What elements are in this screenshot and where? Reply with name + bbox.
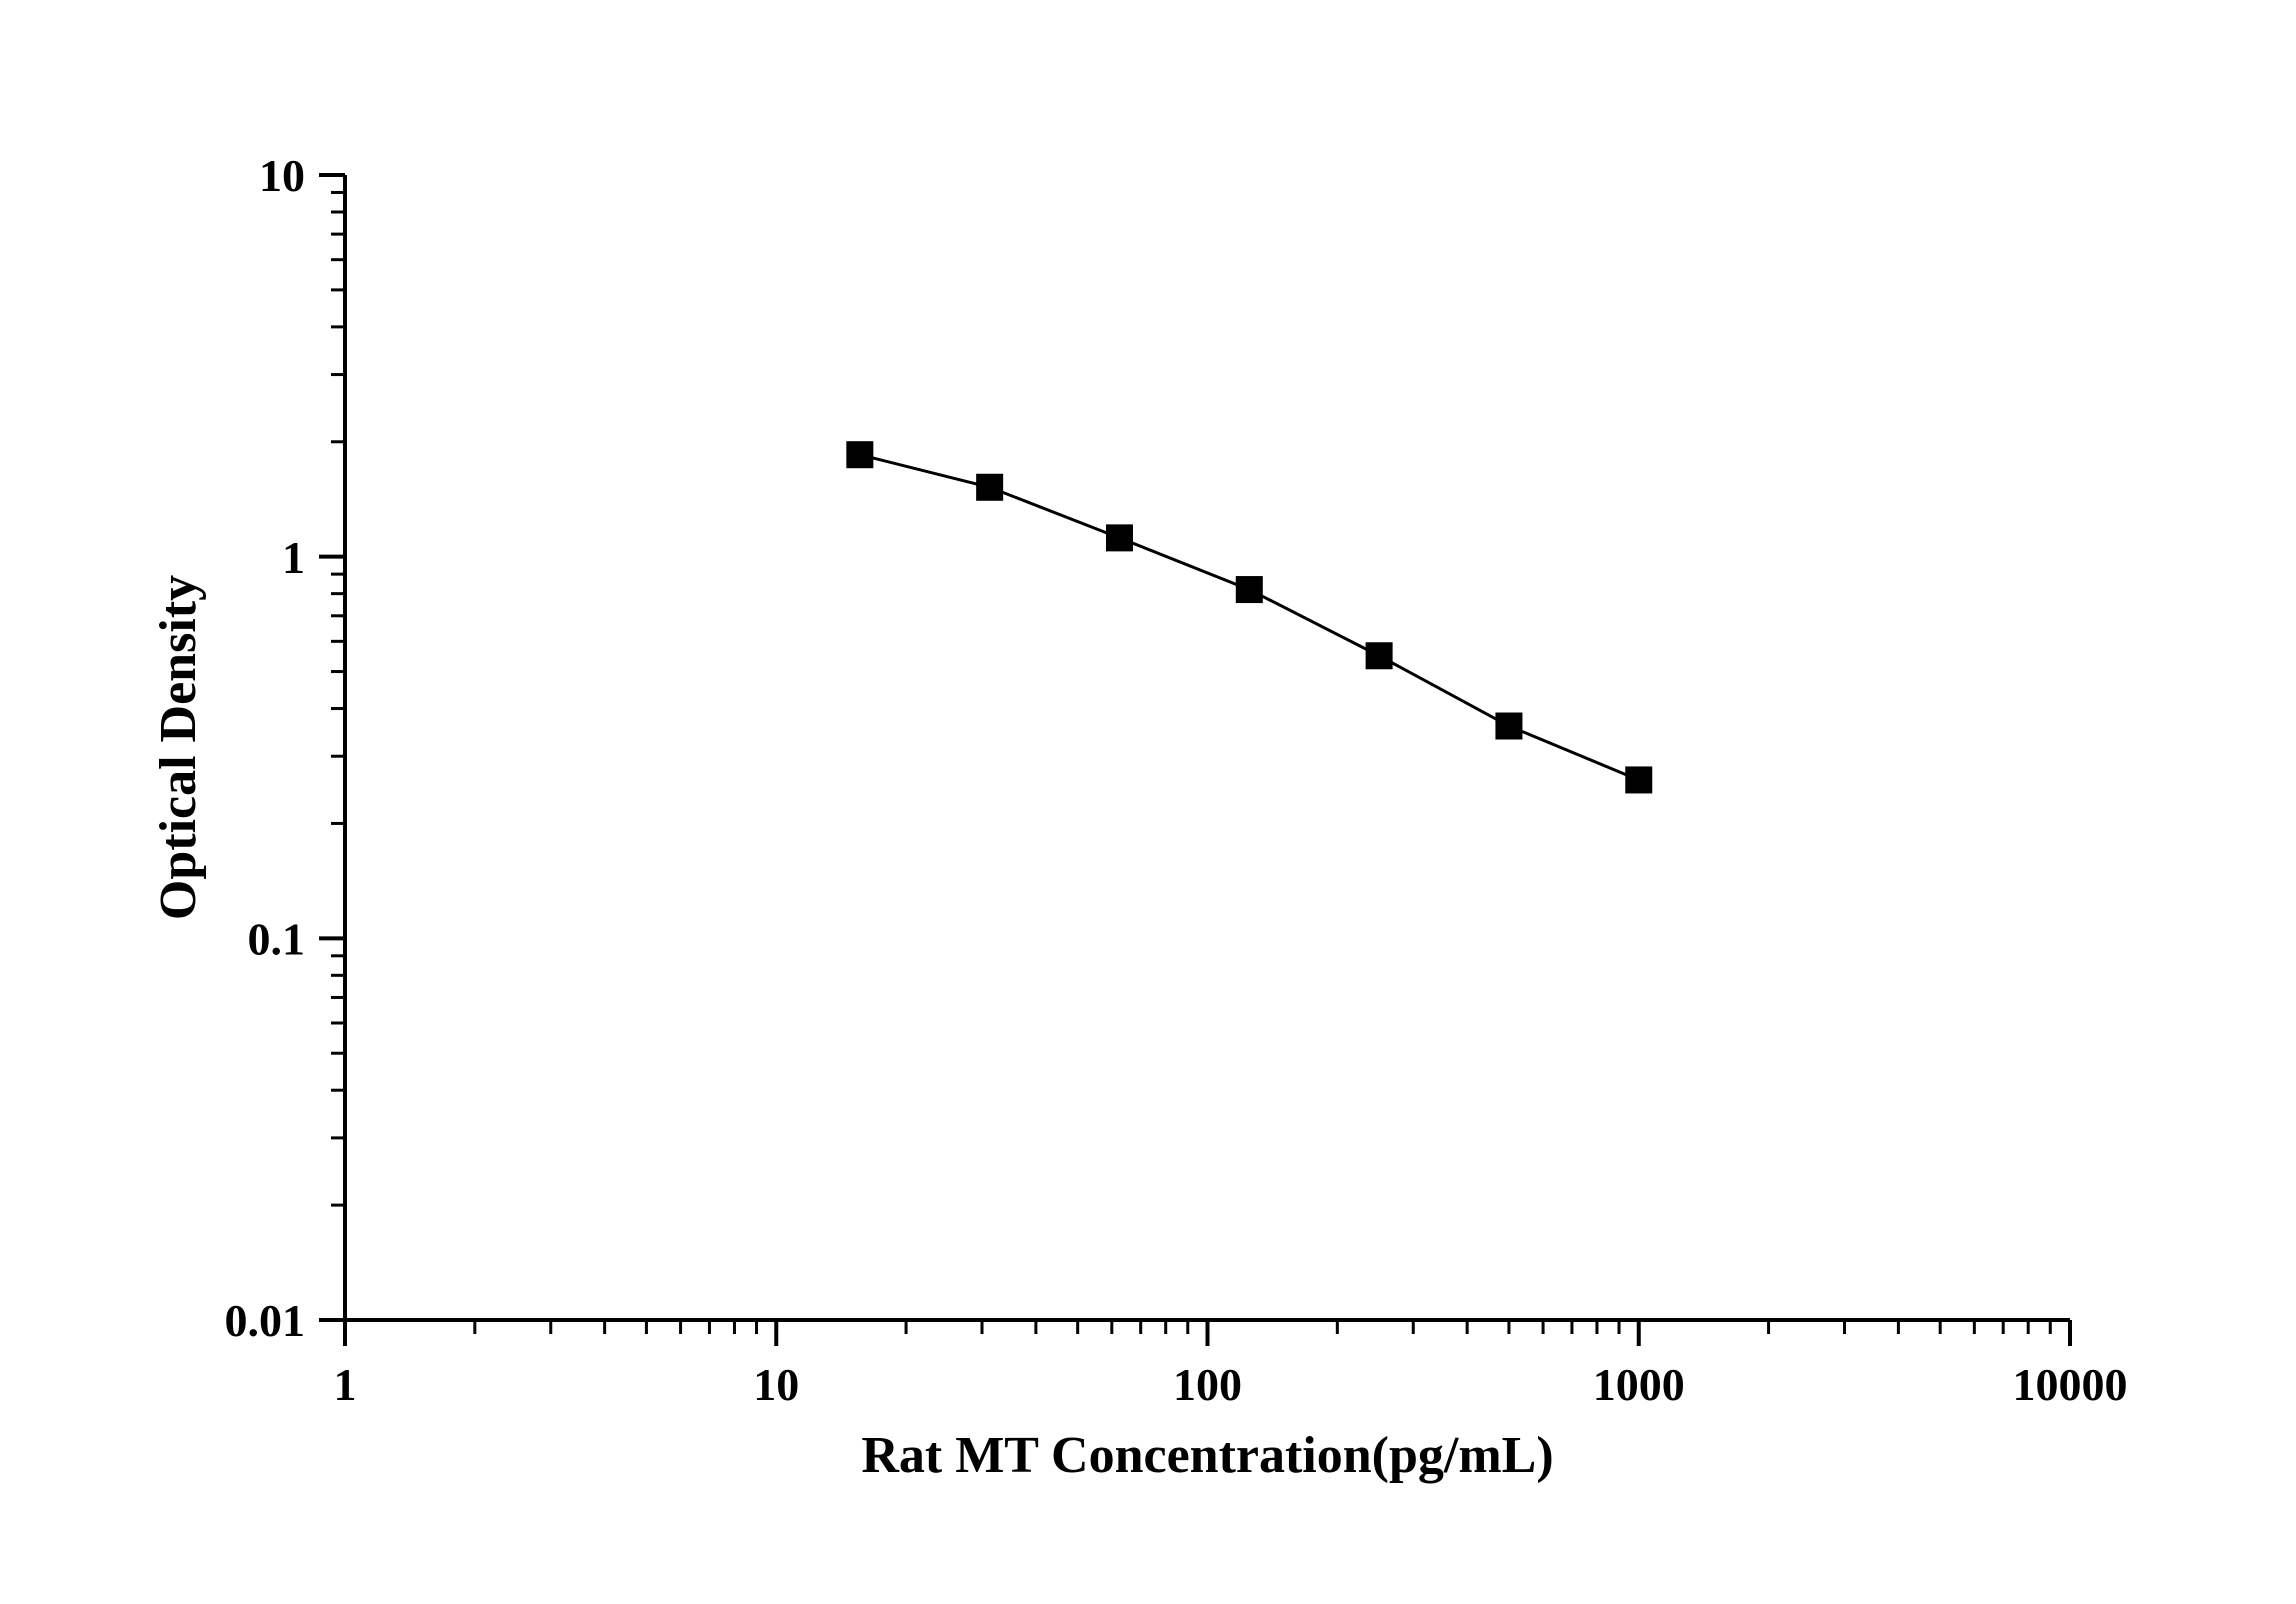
chart-svg: 1 10 100 1000 10000 0.01 0.1 1 10 Rat MT Concentr… (0, 0, 2296, 1604)
data-point-marker (977, 474, 1003, 500)
y-tick-label: 0.01 (225, 1295, 306, 1346)
chart-container: 1 10 100 1000 10000 0.01 0.1 1 10 Rat MT Concentr… (0, 0, 2296, 1604)
x-tick-label: 100 (1173, 1359, 1242, 1410)
x-axis-label: Rat MT Concentration(pg/mL) (861, 1427, 1553, 1484)
data-point-marker (1106, 525, 1132, 551)
x-tick-label: 10 (753, 1359, 799, 1410)
data-point-marker (1496, 713, 1522, 739)
x-tick-label: 1 (334, 1359, 357, 1410)
y-tick-label: 10 (259, 150, 305, 201)
data-point-marker (847, 442, 873, 468)
y-tick-label: 0.1 (248, 913, 306, 964)
data-point-marker (1366, 643, 1392, 669)
data-point-marker (1626, 767, 1652, 793)
x-tick-label: 1000 (1593, 1359, 1685, 1410)
y-tick-label: 1 (282, 532, 305, 583)
x-tick-label: 10000 (2013, 1359, 2128, 1410)
y-axis-label: Optical Density (150, 575, 207, 920)
data-point-marker (1236, 577, 1262, 603)
